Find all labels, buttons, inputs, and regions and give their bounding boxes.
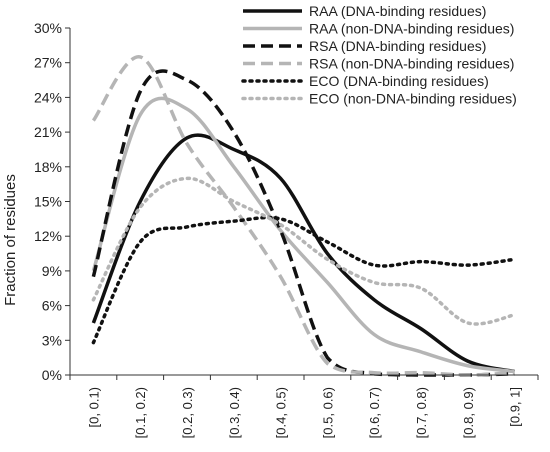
series-line-raa-non-dna-binding <box>91 96 515 374</box>
y-tick-label: 12% <box>34 228 62 244</box>
series-line-raa-dna-binding <box>91 133 515 374</box>
legend-label-rsa-dna-binding: RSA (DNA-binding residues) <box>309 38 486 54</box>
legend-label-rsa-non-dna-binding: RSA (non-DNA-binding residues) <box>309 56 514 72</box>
legend-bg <box>239 89 550 107</box>
x-tick-label: [0, 0.1) <box>86 387 101 427</box>
legend-label-eco-dna-binding: ECO (DNA-binding residues) <box>309 73 489 89</box>
y-tick-label: 15% <box>34 194 62 210</box>
y-axis-label: Fraction of residues <box>2 174 19 306</box>
legend-label-raa-dna-binding: RAA (DNA-binding residues) <box>309 3 486 19</box>
legend-bg <box>239 19 550 37</box>
y-tick-label: 9% <box>42 263 62 279</box>
x-tick-label: [0.8, 0.9) <box>461 387 476 438</box>
legend-label-eco-non-dna-binding: ECO (non-DNA-binding residues) <box>309 91 517 107</box>
x-tick-label: [0.4, 0.5) <box>274 387 289 438</box>
x-tick-label: [0.5, 0.6) <box>320 387 335 438</box>
legend-bg <box>239 72 550 89</box>
series-line-eco-non-dna-binding <box>91 176 517 326</box>
x-tick-label: [0.2, 0.3) <box>180 387 195 438</box>
x-tick-label: [0.3, 0.4) <box>227 387 242 438</box>
series-line-eco-dna-binding <box>91 215 517 345</box>
y-tick-label: 18% <box>34 159 62 175</box>
series-line-rsa-dna-binding <box>91 69 515 377</box>
series-line-rsa-non-dna-binding <box>91 55 515 377</box>
y-tick-label: 24% <box>34 89 62 105</box>
y-tick-label: 3% <box>42 332 62 348</box>
legend-bg <box>239 37 550 54</box>
y-tick-label: 0% <box>42 367 62 383</box>
y-tick-label: 21% <box>34 124 62 140</box>
y-tick-label: 30% <box>34 20 62 36</box>
legend-bg <box>239 54 550 72</box>
x-tick-label: [0.9, 1] <box>508 387 523 427</box>
x-tick-label: [0.6, 0.7) <box>367 387 382 438</box>
legend-label-raa-non-dna-binding: RAA (non-DNA-binding residues) <box>309 21 514 37</box>
y-tick-label: 27% <box>34 55 62 71</box>
x-tick-label: [0.1, 0.2) <box>133 387 148 438</box>
legend-bg <box>239 2 550 19</box>
x-tick-label: [0.7, 0.8) <box>414 387 429 438</box>
y-tick-label: 6% <box>42 298 62 314</box>
